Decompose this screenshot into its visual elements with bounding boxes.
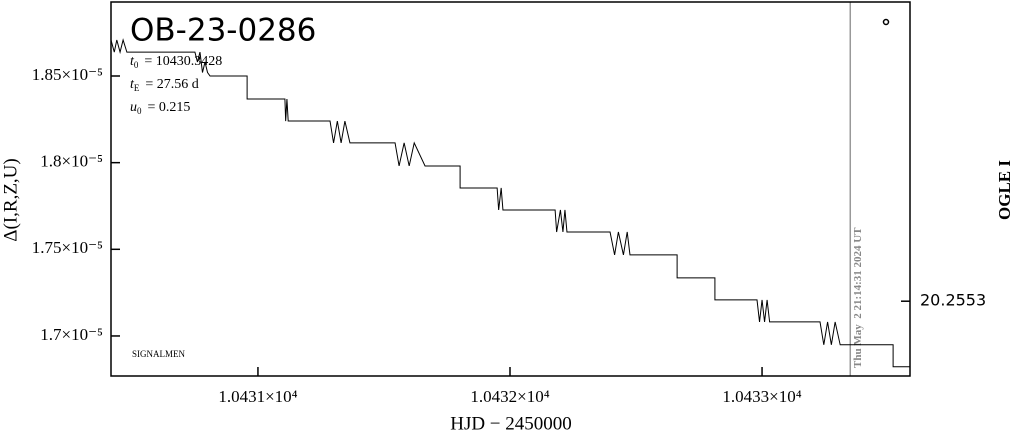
x-tick-label: 1.0432×10⁴: [470, 387, 549, 406]
parameter: t0 = 10430.3428: [130, 54, 222, 70]
parameter: u0 = 0.215: [130, 100, 190, 116]
x-axis-label: HJD − 2450000: [450, 413, 572, 434]
light-curve: [110, 38, 910, 368]
now-label: Thu May 2 21:14:31 2024 UT: [852, 227, 864, 368]
y-axis-label: Δ(I,R,Z,U): [0, 158, 21, 241]
y-tick-label: 1.85×10⁻⁵: [32, 65, 103, 84]
marker-symbol: [882, 18, 890, 26]
parameter-symbol: t: [130, 77, 135, 92]
parameter-symbol: u: [130, 100, 137, 115]
parameter-value: = 27.56 d: [145, 77, 198, 92]
parameter-subscript: 0: [137, 106, 142, 116]
y2-tick-label: 20.2553: [920, 291, 986, 310]
credit: SIGNALMEN: [132, 349, 185, 359]
parameter-value: = 10430.3428: [144, 54, 222, 69]
y-tick-label: 1.75×10⁻⁵: [32, 238, 103, 257]
parameter-value: = 0.215: [148, 100, 191, 115]
chart-title: OB-23-0286: [130, 13, 316, 49]
parameter: tE = 27.56 d: [130, 77, 199, 93]
y-tick-label: 1.8×10⁻⁵: [40, 152, 103, 171]
y2-axis-label: OGLE I: [995, 160, 1014, 220]
x-tick-label: 1.0431×10⁴: [218, 387, 297, 406]
parameter-subscript: E: [134, 83, 140, 93]
parameter-subscript: 0: [134, 60, 139, 70]
x-tick-label: 1.0433×10⁴: [722, 387, 801, 406]
plot-frame: [110, 1, 911, 377]
y-tick-label: 1.7×10⁻⁵: [40, 325, 103, 344]
parameter-symbol: t: [130, 54, 135, 69]
